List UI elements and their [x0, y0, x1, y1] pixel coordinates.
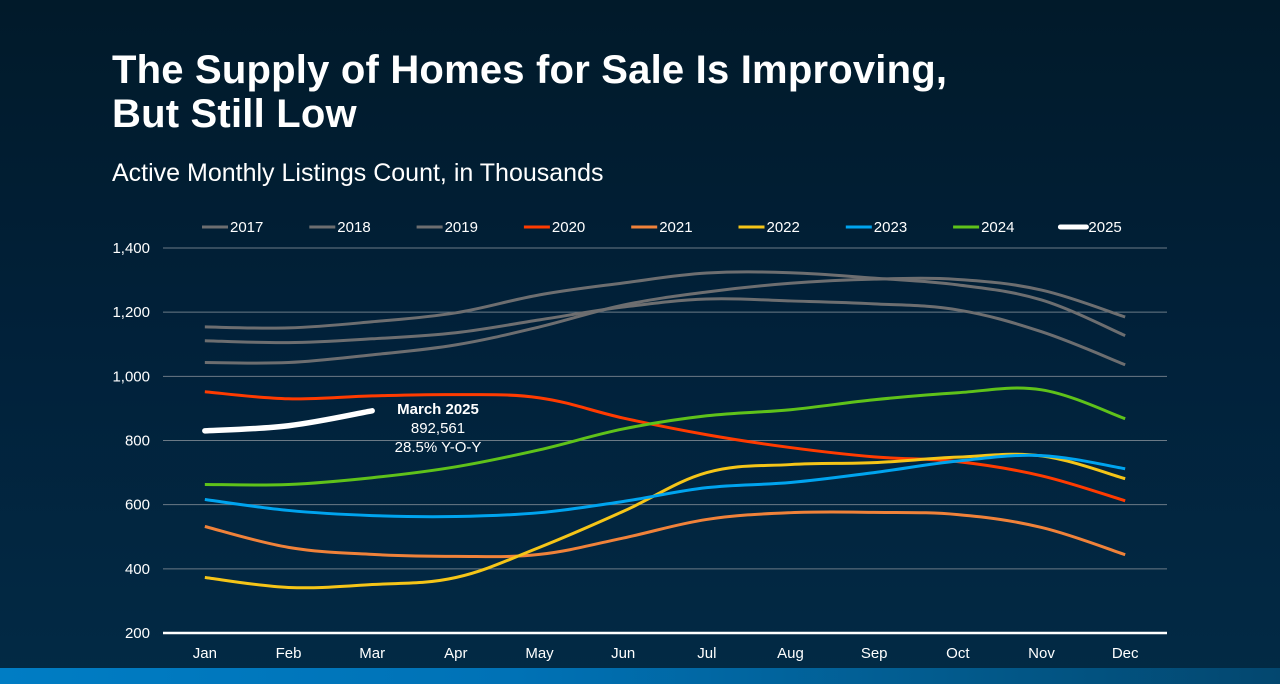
x-tick-label: Jul: [697, 645, 716, 662]
legend-item: 2023: [845, 219, 907, 236]
legend-item: 2018: [309, 219, 371, 236]
legend-label: 2024: [981, 219, 1014, 236]
y-tick-label: 1,400: [112, 240, 150, 257]
x-tick-label: Jun: [611, 645, 635, 662]
legend-item: 2017: [202, 219, 263, 236]
x-tick-label: Feb: [276, 645, 302, 662]
legend-label: 2022: [767, 219, 800, 236]
y-tick-label: 1,000: [112, 368, 150, 385]
x-axis-ticks: Jan Feb Mar Apr May Jun Jul Aug Sep Oct Nov Dec: [193, 645, 1139, 662]
series-line-2025: [202, 408, 375, 434]
x-tick-label: Aug: [777, 645, 804, 662]
legend-item: 2022: [738, 219, 800, 236]
x-tick-label: Sep: [861, 645, 888, 662]
annotation-march-2025: March 2025 892,561 28.5% Y-O-Y: [395, 401, 482, 456]
legend-label: 2021: [659, 219, 692, 236]
chart-title-line-1: The Supply of Homes for Sale Is Improvin…: [112, 48, 948, 92]
x-tick-label: May: [525, 645, 554, 662]
legend-item: 2019: [416, 219, 478, 236]
y-tick-label: 800: [125, 433, 150, 450]
chart-title-line-2: But Still Low: [112, 92, 357, 136]
series-line-2020: [204, 390, 1126, 503]
legend-item: 2021: [631, 219, 693, 236]
series-line-2019: [204, 276, 1126, 365]
series-line-2023: [204, 453, 1126, 519]
y-tick-label: 1,200: [112, 304, 150, 321]
y-axis-ticks: 200 400 600 800 1,000 1,200 1,400: [112, 240, 150, 642]
legend-label: 2017: [230, 219, 263, 236]
x-tick-label: Mar: [359, 645, 385, 662]
series-lines: [202, 270, 1126, 590]
series-line-2017: [204, 270, 1126, 337]
series-line-2024: [204, 386, 1126, 487]
footer-bar: [0, 668, 1280, 684]
chart-subtitle: Active Monthly Listings Count, in Thousa…: [112, 159, 604, 187]
legend: 2017 2018 2019 2020 2021 2022 2023 2024 2025: [202, 219, 1122, 236]
y-tick-label: 600: [125, 497, 150, 514]
chart-title: The Supply of Homes for Sale Is Improvin…: [112, 48, 1112, 136]
legend-item: 2024: [953, 219, 1014, 236]
x-tick-label: Nov: [1028, 645, 1055, 662]
legend-label: 2018: [337, 219, 370, 236]
annotation-value: 892,561: [411, 420, 465, 437]
y-tick-label: 200: [125, 625, 150, 642]
x-tick-label: Jan: [193, 645, 217, 662]
series-line-2018: [204, 297, 1126, 367]
x-tick-label: Dec: [1112, 645, 1139, 662]
legend-label: 2023: [874, 219, 907, 236]
legend-label: 2025: [1088, 219, 1121, 236]
legend-item: 2025: [1057, 219, 1122, 236]
legend-label: 2020: [552, 219, 585, 236]
series-line-2022: [204, 452, 1126, 590]
legend-label: 2019: [445, 219, 478, 236]
annotation-title: March 2025: [397, 401, 479, 418]
gridlines: [163, 247, 1167, 635]
annotation-yoy: 28.5% Y-O-Y: [395, 439, 482, 456]
x-tick-label: Apr: [444, 645, 467, 662]
series-line-2021: [204, 510, 1126, 559]
y-tick-label: 400: [125, 561, 150, 578]
x-tick-label: Oct: [946, 645, 970, 662]
legend-item: 2020: [523, 219, 585, 236]
